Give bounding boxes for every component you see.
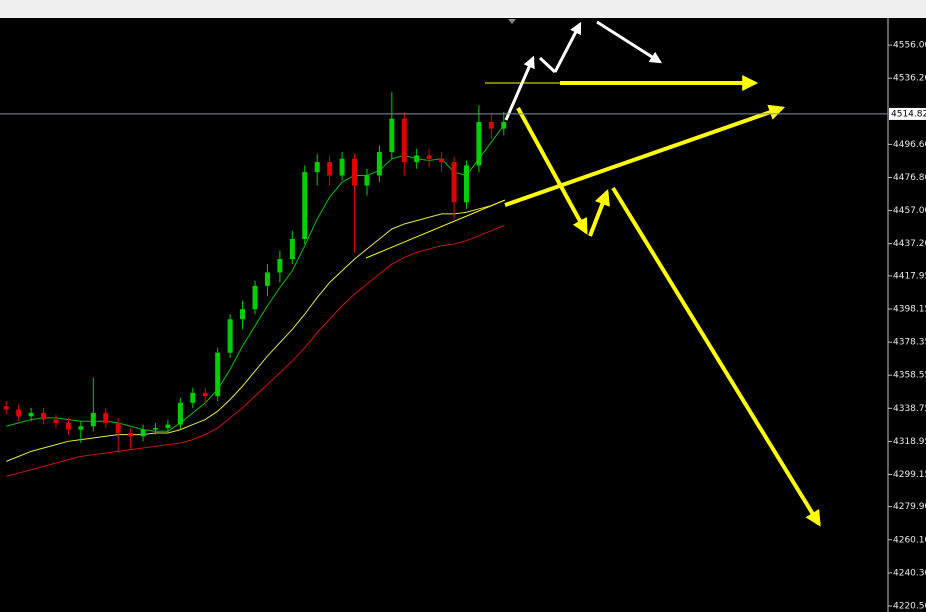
y-tick-label: 4240.30	[893, 568, 926, 578]
y-tick-label: 4318.95	[893, 437, 926, 447]
candle-body	[277, 259, 283, 273]
candle-body	[227, 319, 233, 353]
candle-body	[376, 152, 382, 176]
candle-body	[451, 162, 457, 203]
candle-body	[177, 402, 183, 425]
trendline	[365, 199, 506, 259]
annotations	[365, 20, 821, 527]
y-tick-label: 4556.00	[893, 41, 926, 51]
candle-body	[140, 429, 146, 437]
candle-body	[289, 239, 295, 260]
candle-body	[28, 412, 34, 417]
candle-body	[252, 285, 258, 310]
candle-body	[215, 352, 221, 397]
candle-body	[463, 165, 469, 203]
top-bar	[0, 0, 926, 18]
candle-body	[53, 419, 59, 423]
y-tick-label: 4437.20	[893, 239, 926, 249]
candle-body	[364, 175, 370, 186]
arrow	[588, 189, 610, 237]
arrow	[596, 20, 663, 64]
candle-body	[414, 155, 420, 163]
candle-body	[476, 121, 482, 166]
arrow	[553, 21, 582, 73]
candle-body	[389, 118, 395, 153]
candle-body	[352, 158, 358, 186]
candle-body	[128, 432, 134, 437]
candle-body	[314, 162, 320, 173]
y-tick-label: 4279.90	[893, 502, 926, 512]
candle-body	[16, 409, 22, 417]
candle-body	[202, 392, 208, 397]
candle-body	[65, 422, 71, 430]
candle-body	[41, 412, 47, 420]
plot-area	[3, 91, 507, 477]
candle-body	[327, 162, 333, 176]
candle-body	[190, 392, 196, 403]
candle-body	[240, 309, 246, 320]
arrow	[504, 104, 786, 207]
arrow	[611, 186, 821, 527]
y-tick-label: 4358.55	[893, 371, 926, 381]
candle-body	[501, 121, 507, 129]
y-tick-label: 4338.75	[893, 404, 926, 414]
candle-body	[115, 422, 121, 433]
candle-body	[165, 424, 171, 428]
y-tick-label: 4260.10	[893, 535, 926, 545]
y-tick-label: 4220.50	[893, 601, 926, 611]
y-tick-label: 4378.35	[893, 338, 926, 348]
candle-body	[401, 118, 407, 163]
candle-body	[78, 426, 84, 430]
candle-body	[103, 412, 109, 423]
y-tick-label: 4417.95	[893, 271, 926, 281]
current-price-label: 4514.82	[891, 109, 926, 119]
y-tick-label: 4457.00	[893, 206, 926, 216]
y-tick-label: 4476.80	[893, 173, 926, 183]
candle-body	[3, 406, 9, 410]
y-tick-label: 4299.15	[893, 470, 926, 480]
candle-body	[339, 158, 345, 176]
y-tick-label: 4398.15	[893, 304, 926, 314]
y-tick-label: 4536.20	[893, 74, 926, 84]
arrow	[504, 55, 535, 121]
candle-body	[488, 121, 494, 129]
y-tick-label: 4496.60	[893, 140, 926, 150]
shift-marker	[508, 19, 516, 24]
moving-average	[6, 200, 504, 462]
candle-body	[426, 155, 432, 159]
moving-average	[6, 125, 505, 432]
candle-body	[152, 427, 158, 430]
candle-body	[439, 158, 445, 163]
arrow	[538, 56, 557, 74]
candle-body	[90, 412, 96, 427]
arrow	[516, 107, 588, 235]
candle-body	[302, 172, 308, 240]
current-price-box	[889, 107, 926, 120]
moving-average	[6, 225, 504, 477]
candle-body	[264, 272, 270, 286]
